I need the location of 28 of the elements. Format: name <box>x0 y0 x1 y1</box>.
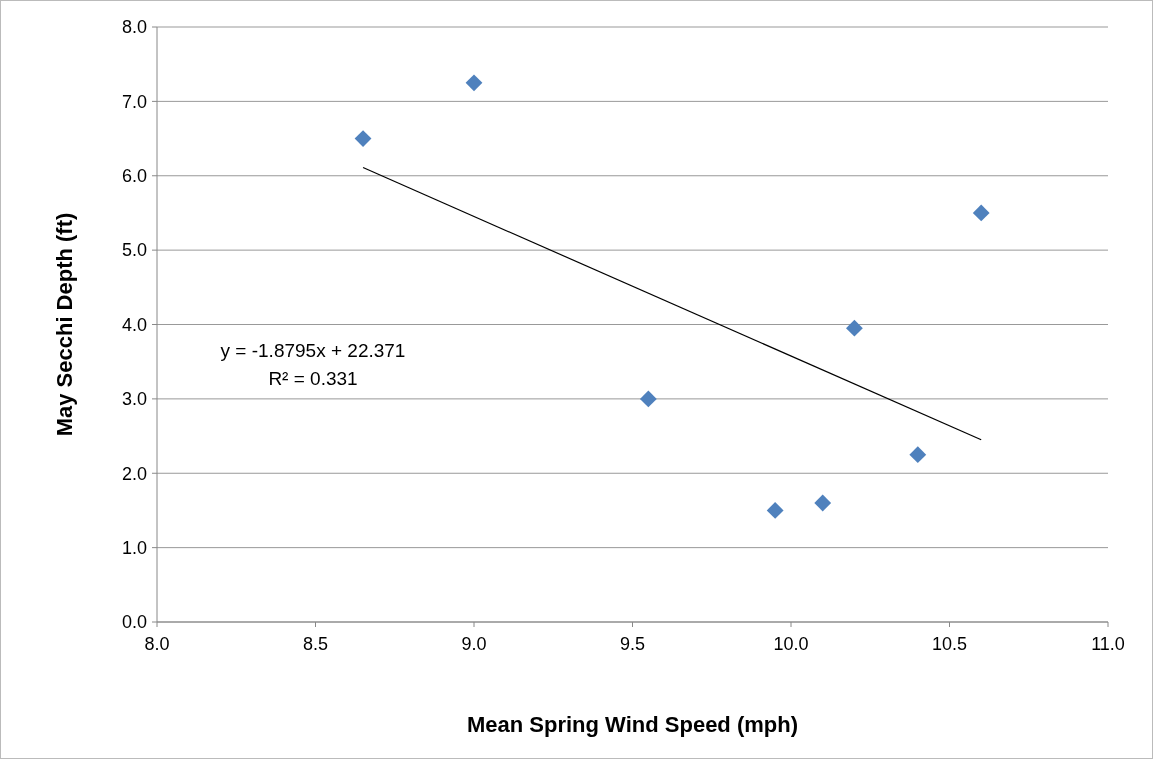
y-axis-title: May Secchi Depth (ft) <box>52 212 77 437</box>
y-tick-label: 8.0 <box>121 17 147 38</box>
point <box>846 319 863 337</box>
y-tick-label: 4.0 <box>121 314 147 335</box>
y-tick-label: 1.0 <box>121 537 147 558</box>
y-tick-label: 6.0 <box>121 166 147 187</box>
annotation: R² = 0.331 <box>268 368 358 389</box>
y-tick-label: 3.0 <box>121 389 147 410</box>
point <box>465 74 483 92</box>
point <box>909 446 927 464</box>
x-tick-label: 9.5 <box>619 634 646 654</box>
x-axis-title: Mean Spring Wind Speed (mph) <box>466 712 799 737</box>
x-tick-label: 11.0 <box>1091 634 1125 654</box>
x-tick-label: 8.5 <box>302 634 329 654</box>
y-tick-label: 7.0 <box>121 91 147 112</box>
y-tick-label: 5.0 <box>121 240 147 261</box>
y-tick-label: 0.0 <box>121 612 147 633</box>
point <box>972 204 990 222</box>
annotation: y = -1.8795x + 22.371 <box>220 340 406 361</box>
y-tick-label: 2.0 <box>121 463 147 484</box>
x-tick-label: 9.0 <box>461 634 487 654</box>
point <box>354 130 372 147</box>
point <box>766 502 784 519</box>
x-tick-label: 10.0 <box>773 634 809 654</box>
point <box>814 494 832 512</box>
x-tick-label: 8.0 <box>144 634 170 654</box>
x-tick-label: 10.5 <box>931 634 968 654</box>
point <box>639 390 657 408</box>
